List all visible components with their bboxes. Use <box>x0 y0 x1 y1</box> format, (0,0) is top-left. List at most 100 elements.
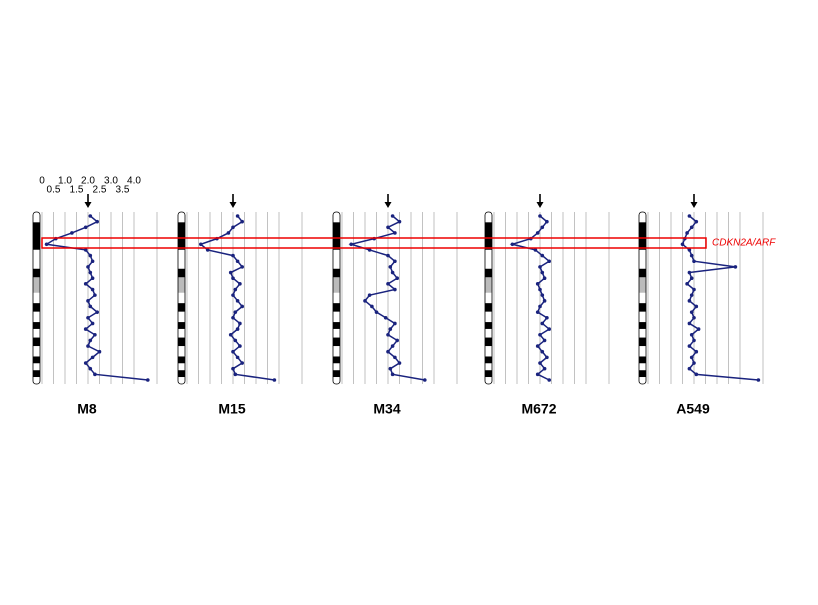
ideogram-band <box>178 311 185 323</box>
point <box>397 219 402 224</box>
point <box>88 338 93 343</box>
point <box>88 214 93 218</box>
point <box>88 366 93 371</box>
ideogram-band <box>178 292 185 304</box>
point <box>88 270 93 275</box>
ideogram-band <box>178 356 185 364</box>
x-tick-label: 2.0 <box>81 176 95 187</box>
point <box>542 366 547 371</box>
point <box>540 270 545 275</box>
point <box>687 248 692 252</box>
point <box>238 282 242 286</box>
ideogram-band <box>178 277 185 293</box>
highlight-box <box>41 237 707 249</box>
point <box>689 293 694 297</box>
point <box>146 378 150 382</box>
point <box>93 372 97 377</box>
x-tick-label: 2.5 <box>93 185 107 196</box>
point <box>423 378 427 382</box>
ideogram-band <box>178 249 185 269</box>
ideogram-band <box>333 268 340 278</box>
point <box>687 344 692 348</box>
ideogram-band <box>333 328 340 338</box>
point <box>86 299 90 303</box>
ideogram-band <box>33 328 40 338</box>
point <box>86 265 90 269</box>
x-tick-label: 4.0 <box>127 176 141 187</box>
point <box>240 265 244 269</box>
point <box>90 321 95 326</box>
point <box>93 293 97 297</box>
point <box>235 327 240 331</box>
point <box>542 299 547 303</box>
point <box>90 259 95 264</box>
point <box>228 332 233 337</box>
ideogram-band <box>178 303 185 312</box>
point <box>363 299 367 303</box>
point <box>540 253 545 258</box>
point <box>44 242 49 247</box>
point <box>395 276 400 281</box>
arrow-head <box>690 202 698 208</box>
point <box>538 214 542 218</box>
point <box>231 225 235 230</box>
point <box>83 248 88 252</box>
ideogram-band <box>33 346 40 357</box>
point <box>83 361 88 365</box>
point <box>70 231 74 235</box>
point <box>240 361 244 365</box>
point <box>393 287 397 292</box>
ideogram-band <box>485 377 492 384</box>
point <box>386 225 390 230</box>
point <box>393 355 397 360</box>
x-tick-label: 3.5 <box>116 185 130 196</box>
ideogram-band <box>178 322 185 329</box>
ideogram-band <box>333 292 340 304</box>
ideogram-band <box>333 377 340 384</box>
ideogram-band <box>33 356 40 364</box>
ideogram-band <box>33 363 40 371</box>
point <box>235 214 240 218</box>
point <box>547 259 551 264</box>
sample-label: M15 <box>218 401 245 417</box>
point <box>88 304 93 309</box>
x-tick-label: 3.0 <box>104 176 118 187</box>
ideogram-band <box>333 311 340 323</box>
ideogram-band <box>33 311 40 323</box>
point <box>374 310 379 314</box>
sample-label: M8 <box>77 401 97 417</box>
ideogram-band <box>485 322 492 329</box>
point <box>694 219 699 224</box>
ideogram-band <box>178 222 185 250</box>
point <box>388 327 393 331</box>
ideogram-band <box>178 363 185 371</box>
point <box>538 332 542 337</box>
point <box>535 282 540 286</box>
ideogram-band <box>33 303 40 312</box>
point <box>687 366 692 371</box>
point <box>692 361 696 365</box>
point <box>83 327 88 331</box>
point <box>687 321 692 326</box>
point <box>535 310 540 314</box>
point <box>692 338 696 343</box>
point <box>692 287 696 292</box>
point <box>538 287 542 292</box>
point <box>90 355 95 360</box>
ideogram-band <box>639 268 646 278</box>
arrow-head <box>229 202 237 208</box>
point <box>685 231 689 235</box>
point <box>226 231 231 235</box>
point <box>547 327 551 331</box>
ideogram-band <box>485 328 492 338</box>
point <box>86 315 90 320</box>
ideogram-band <box>639 363 646 371</box>
ideogram-band <box>333 363 340 371</box>
point <box>542 338 547 343</box>
ideogram-band <box>33 222 40 250</box>
point <box>231 366 235 371</box>
ideogram-band <box>639 337 646 347</box>
point <box>235 355 240 360</box>
point <box>231 293 235 297</box>
point <box>383 315 388 320</box>
